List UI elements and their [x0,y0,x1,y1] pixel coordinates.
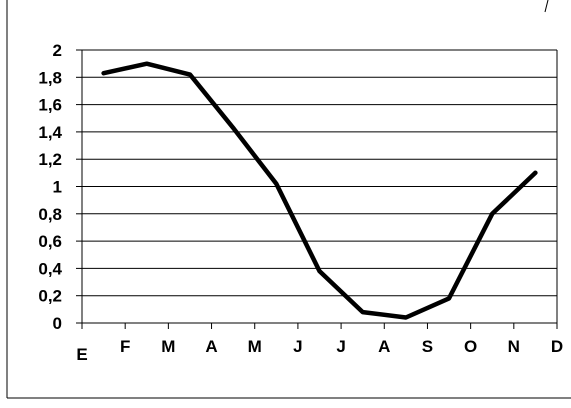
x-tick-label: D [551,337,563,356]
corner-mark [545,0,548,12]
y-tick-label: 0,6 [38,232,62,251]
y-tick-label: 1,6 [38,96,62,115]
y-tick-label: 0,4 [38,259,62,278]
gridlines [82,50,557,296]
x-tick-label: A [378,337,390,356]
y-tick-label: 2 [53,41,62,60]
y-tick-label: 1,4 [38,123,62,142]
series-layer [103,64,535,318]
x-tick-label: J [336,337,345,356]
y-tick-label: 0 [53,314,62,333]
y-tick-label: 1,2 [38,150,62,169]
y-tick-label: 0,8 [38,205,62,224]
x-tick-label: O [464,337,477,356]
series-line [104,64,536,318]
y-tick-label: 1 [53,178,62,197]
x-tick-label: J [293,337,302,356]
x-tick-label: A [205,337,217,356]
axes [76,50,557,329]
x-tick-label: S [422,337,433,356]
x-tick-label: M [161,337,175,356]
y-tick-label: 1,8 [38,68,62,87]
y-tick-label: 0,2 [38,287,62,306]
x-tick-label: E [76,345,87,364]
y-axis-tick-labels: 0 0,2 0,4 0,6 0,8 1 1,2 1,4 1,6 1,8 2 [38,41,62,333]
x-tick-label: M [248,337,262,356]
x-tick-label: N [508,337,520,356]
x-tick-label: F [120,337,130,356]
